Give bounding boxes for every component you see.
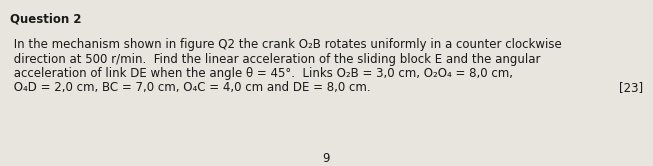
Text: In the mechanism shown in figure Q2 the crank O₂B rotates uniformly in a counter: In the mechanism shown in figure Q2 the …: [10, 38, 562, 51]
Text: direction at 500 r/min.  Find the linear acceleration of the sliding block E and: direction at 500 r/min. Find the linear …: [10, 52, 541, 66]
Text: [23]: [23]: [619, 82, 643, 94]
Text: Question 2: Question 2: [10, 12, 82, 25]
Text: O₄D = 2,0 cm, BC = 7,0 cm, O₄C = 4,0 cm and DE = 8,0 cm.: O₄D = 2,0 cm, BC = 7,0 cm, O₄C = 4,0 cm …: [10, 82, 371, 94]
Text: acceleration of link DE when the angle θ = 45°.  Links O₂B = 3,0 cm, O₂O₄ = 8,0 : acceleration of link DE when the angle θ…: [10, 67, 513, 80]
Text: 9: 9: [322, 152, 330, 165]
